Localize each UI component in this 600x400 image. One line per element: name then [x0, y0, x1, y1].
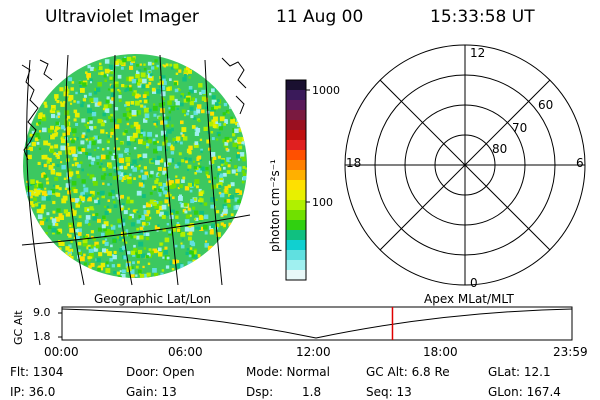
colorbar-segment [286, 240, 306, 251]
date-label: 11 Aug 00 [276, 7, 364, 27]
lat-lon-grid [21, 54, 251, 286]
x-tick-2359: 23:59 [553, 345, 588, 359]
earth-image [21, 54, 251, 286]
colorbar-tick-100: 100 [312, 196, 333, 209]
coastline [39, 59, 53, 81]
colorbar-segment [286, 210, 306, 221]
gain-info: Gain: 13 [126, 385, 177, 399]
time-label: 15:33:58 UT [430, 7, 535, 27]
colorbar-segment [286, 90, 306, 101]
colorbar-segment [286, 180, 306, 191]
y-tick-1-8: 1.8 [33, 330, 51, 343]
colorbar-segment [286, 170, 306, 181]
colorbar-segment [286, 110, 306, 121]
instrument-title: Ultraviolet Imager [45, 7, 199, 27]
altitude-curve [61, 308, 573, 339]
mlt-label-6: 6 [576, 156, 584, 170]
glon-info: GLon: 167.4 [488, 385, 561, 399]
geographic-title: Geographic Lat/Lon [94, 292, 212, 306]
flt-info: Flt: 1304 [10, 365, 64, 379]
lat-label-80: 80 [492, 142, 508, 156]
colorbar-segment [286, 140, 306, 151]
gc-alt-info: GC Alt: 6.8 Re [366, 365, 450, 379]
lat-label-60: 60 [538, 98, 554, 112]
colorbar-segment [286, 270, 306, 281]
mode-info: Mode: Normal [246, 365, 330, 379]
y-tick-9: 9.0 [33, 306, 51, 319]
colorbar-segment [286, 130, 306, 141]
polar-plot [344, 44, 586, 286]
glat-info: GLat: 12.1 [488, 365, 551, 379]
seq-info: Seq: 13 [366, 385, 412, 399]
mlt-label-18: 18 [346, 156, 362, 170]
door-info: Door: Open [126, 365, 195, 379]
ip-info: IP: 36.0 [10, 385, 56, 399]
colorbar-segment [286, 220, 306, 231]
mlt-label-0: 0 [470, 276, 478, 290]
colorbar-segment [286, 150, 306, 161]
colorbar-segment [286, 200, 306, 211]
colorbar-segment [286, 260, 306, 271]
altitude-panel [58, 306, 573, 341]
coastline [235, 95, 245, 115]
coastline [21, 64, 39, 161]
x-tick-1800: 18:00 [423, 345, 458, 359]
colorbar-segment [286, 190, 306, 201]
x-tick-1200: 12:00 [296, 345, 331, 359]
colorbar [285, 79, 310, 281]
gc-alt-axis-label: GC Alt [12, 310, 25, 345]
colorbar-segment [286, 250, 306, 261]
x-tick-0000: 00:00 [44, 345, 79, 359]
mlt-label-12: 12 [470, 46, 486, 60]
lat-label-70: 70 [512, 121, 528, 135]
colorbar-tick-1000: 1000 [312, 84, 340, 97]
colorbar-segment [286, 100, 306, 111]
x-tick-0600: 06:00 [168, 345, 203, 359]
colorbar-segment [286, 160, 306, 171]
coastline [221, 57, 247, 89]
colorbar-segment [286, 80, 306, 91]
dsp-value: 1.8 [302, 385, 322, 399]
colorbar-segment [286, 230, 306, 241]
colorbar-segment [286, 120, 306, 131]
dsp-label: Dsp: [246, 385, 274, 399]
colorbar-unit-label: photon cm⁻²s⁻¹ [268, 159, 282, 252]
apex-title: Apex MLat/MLT [424, 292, 514, 306]
